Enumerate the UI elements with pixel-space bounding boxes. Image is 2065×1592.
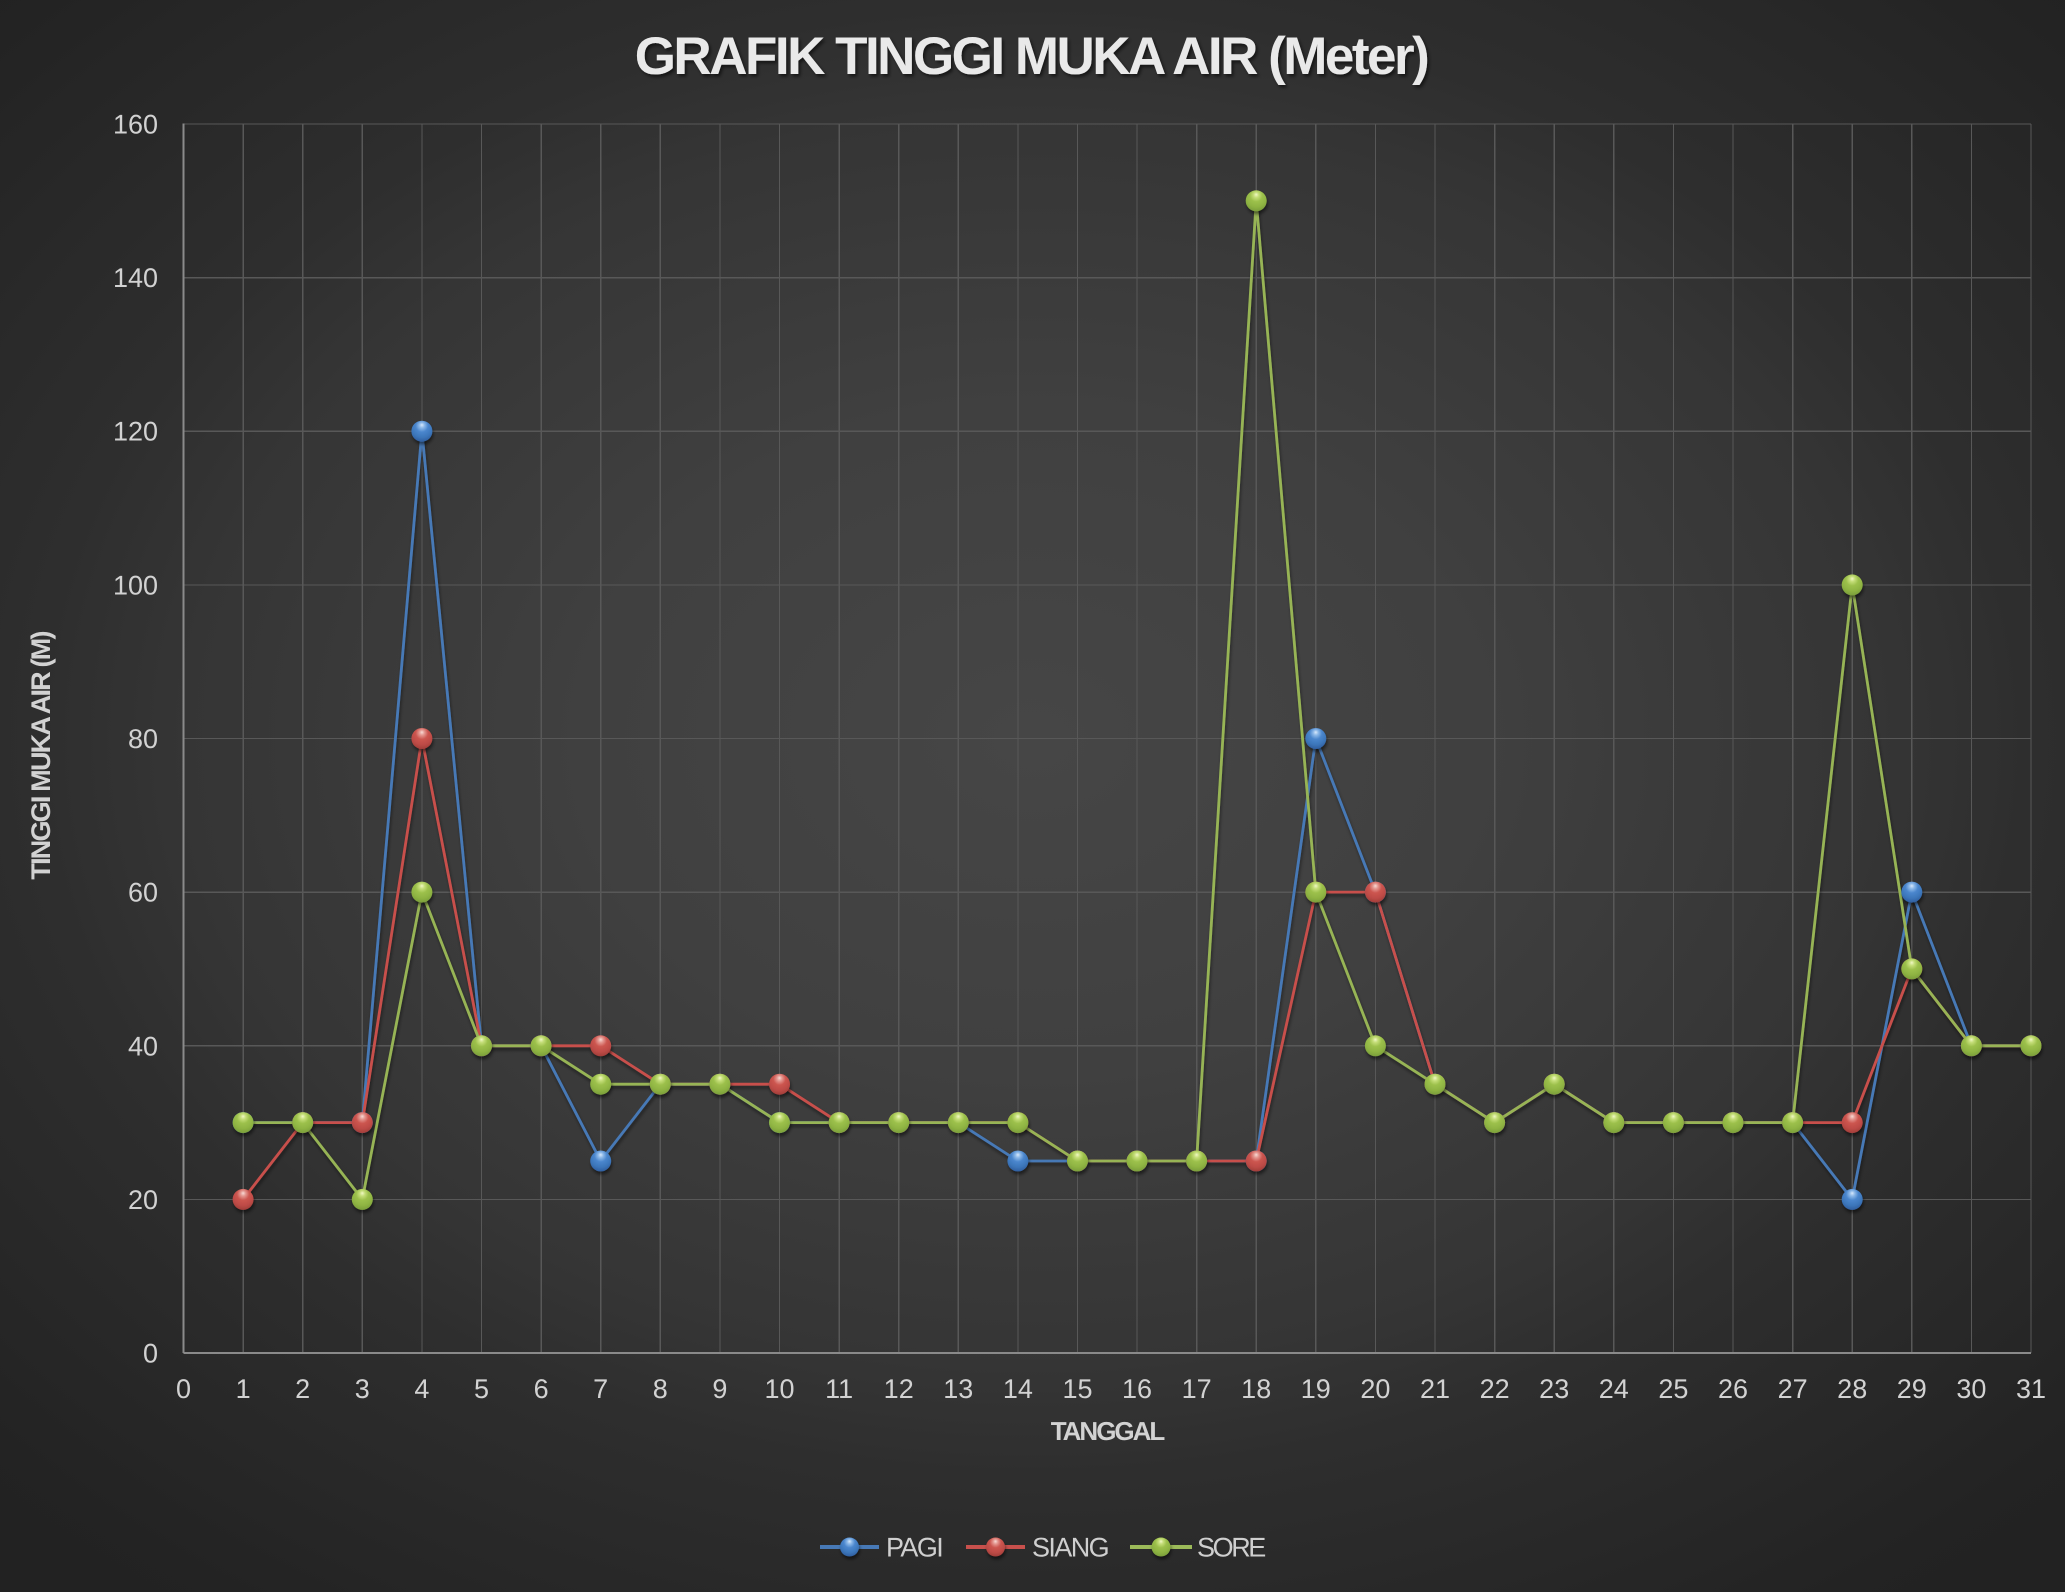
svg-text:29: 29 [1897,1374,1927,1404]
svg-text:40: 40 [128,1031,158,1061]
svg-text:16: 16 [1122,1374,1152,1404]
svg-text:TANGGAL: TANGGAL [1051,1416,1166,1446]
svg-text:25: 25 [1658,1374,1688,1404]
svg-text:8: 8 [653,1374,668,1404]
svg-text:80: 80 [128,724,158,754]
svg-text:26: 26 [1718,1374,1748,1404]
svg-text:12: 12 [884,1374,914,1404]
svg-text:21: 21 [1420,1374,1450,1404]
svg-text:3: 3 [355,1374,370,1404]
svg-text:7: 7 [593,1374,608,1404]
svg-text:19: 19 [1301,1374,1331,1404]
svg-text:31: 31 [2016,1374,2046,1404]
svg-text:18: 18 [1241,1374,1271,1404]
svg-text:120: 120 [113,417,158,447]
svg-text:0: 0 [143,1339,158,1369]
svg-text:SORE: SORE [1197,1533,1265,1563]
svg-text:60: 60 [128,878,158,908]
svg-text:140: 140 [113,263,158,293]
svg-text:GRAFIK TINGGI MUKA AIR (Meter): GRAFIK TINGGI MUKA AIR (Meter) [635,27,1428,86]
svg-text:11: 11 [825,1374,853,1404]
svg-text:10: 10 [764,1374,794,1404]
svg-text:PAGI: PAGI [886,1533,942,1563]
svg-text:1: 1 [236,1374,251,1404]
svg-text:28: 28 [1837,1374,1867,1404]
svg-text:160: 160 [113,110,158,140]
svg-text:30: 30 [1956,1374,1986,1404]
svg-text:TINGGI MUKA AIR (M): TINGGI MUKA AIR (M) [26,632,56,880]
svg-text:17: 17 [1182,1374,1212,1404]
svg-text:24: 24 [1599,1374,1629,1404]
svg-text:27: 27 [1778,1374,1808,1404]
svg-text:14: 14 [1003,1374,1033,1404]
svg-text:4: 4 [414,1374,429,1404]
svg-text:20: 20 [128,1185,158,1215]
svg-text:20: 20 [1360,1374,1390,1404]
svg-text:13: 13 [943,1374,973,1404]
svg-text:2: 2 [295,1374,310,1404]
svg-text:0: 0 [176,1374,191,1404]
svg-text:SIANG: SIANG [1032,1533,1108,1563]
svg-text:22: 22 [1480,1374,1510,1404]
svg-text:23: 23 [1539,1374,1569,1404]
svg-text:15: 15 [1062,1374,1092,1404]
svg-text:6: 6 [534,1374,549,1404]
svg-text:5: 5 [474,1374,489,1404]
svg-text:9: 9 [712,1374,727,1404]
svg-text:100: 100 [113,570,158,600]
